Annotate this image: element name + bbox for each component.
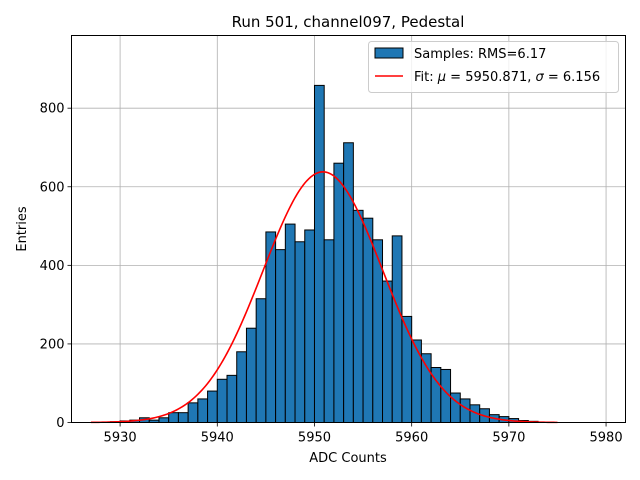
histogram-bars — [100, 84, 549, 424]
x-tick-label: 5930 — [104, 431, 137, 446]
histogram-bar — [401, 315, 413, 424]
legend-hist-swatch — [374, 47, 404, 59]
x-tick-label: 5950 — [298, 431, 331, 446]
legend-hist-label: Samples: RMS=6.17 — [414, 47, 546, 62]
gaussian-fit-line — [90, 171, 558, 424]
histogram-bar — [275, 249, 286, 423]
y-tick-label: 600 — [40, 180, 65, 195]
y-tick-label: 0 — [56, 416, 64, 431]
chart-title: Run 501, channel097, Pedestal — [232, 13, 465, 31]
y-axis-ticks: 0 200 400 600 800 — [40, 102, 72, 431]
legend: Samples: RMS=6.17 Fit: μ = 5950.871, σ =… — [368, 41, 619, 93]
histogram-bar — [420, 353, 432, 423]
histogram-bar — [168, 412, 179, 424]
histogram-bar — [323, 239, 335, 423]
y-tick-label: 400 — [40, 259, 65, 274]
histogram-bar — [382, 280, 393, 423]
x-tick-label: 5980 — [590, 431, 623, 446]
legend-box — [368, 41, 619, 93]
plot-frame — [71, 35, 626, 423]
histogram-bar — [362, 217, 374, 423]
x-tick-label: 5970 — [492, 431, 525, 446]
histogram-bar — [236, 351, 247, 423]
histogram-bar — [177, 412, 189, 424]
x-axis-label: ADC Counts — [309, 451, 387, 466]
histogram-bar — [313, 84, 325, 423]
histogram-bar — [333, 162, 345, 423]
y-axis-label: Entries — [15, 206, 30, 252]
histogram-bar — [391, 235, 403, 423]
histogram-bar — [255, 298, 267, 424]
histogram-bar — [304, 229, 315, 423]
histogram-bar — [343, 142, 354, 424]
x-tick-label: 5960 — [395, 431, 428, 446]
y-tick-label: 800 — [40, 102, 65, 117]
histogram-bar — [411, 339, 422, 423]
histogram-bar — [294, 241, 306, 423]
histogram-bar — [197, 398, 209, 423]
histogram-bar — [226, 374, 238, 423]
histogram-bar — [216, 378, 228, 424]
x-tick-label: 5940 — [201, 431, 234, 446]
legend-fit-label: Fit: μ = 5950.871, σ = 6.156 — [414, 70, 600, 85]
histogram-bar — [207, 390, 218, 424]
histogram-bar — [187, 402, 199, 423]
histogram-bar — [284, 223, 296, 423]
y-tick-label: 200 — [40, 337, 65, 352]
histogram-bar — [245, 327, 257, 424]
histogram-bar — [459, 398, 471, 423]
histogram-bar — [352, 209, 364, 423]
x-axis-ticks: 5930 5940 5950 5960 5970 5980 — [104, 422, 623, 446]
histogram-bar — [158, 417, 170, 423]
